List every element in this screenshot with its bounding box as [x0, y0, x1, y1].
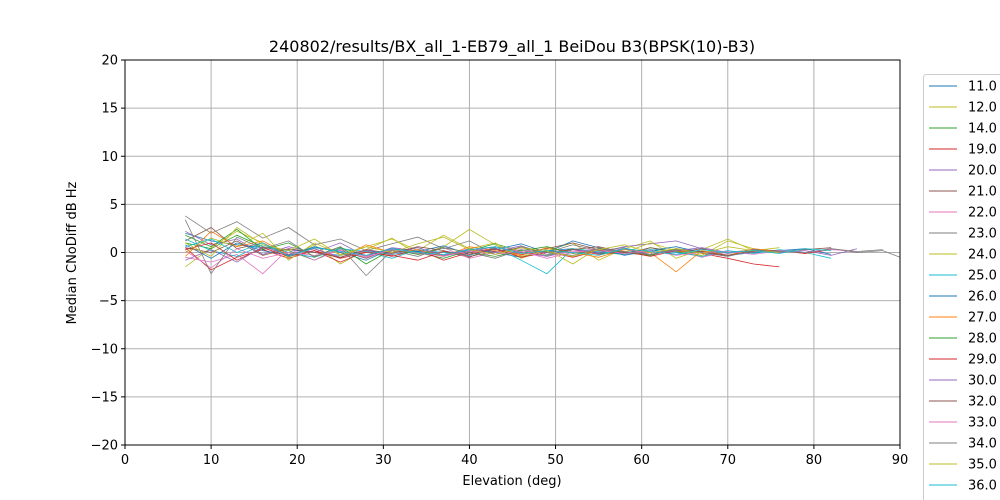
y-tick-label: 0	[110, 246, 118, 261]
legend-label: 29.0	[968, 353, 997, 368]
x-tick-label: 90	[892, 453, 909, 468]
x-tick-label: 60	[633, 453, 650, 468]
y-tick-label: −15	[91, 390, 118, 405]
y-tick-label: −20	[91, 439, 118, 454]
y-axis: −20 −15 −10 −5 0 5 10 15 20	[91, 54, 125, 454]
x-tick-label: 10	[203, 453, 220, 468]
x-tick-label: 80	[806, 453, 823, 468]
legend-label: 36.0	[968, 479, 997, 494]
legend-label: 30.0	[968, 374, 997, 389]
y-axis-label: Median CNoDiff dB Hz	[65, 181, 80, 324]
y-tick-label: −5	[99, 294, 118, 309]
x-tick-label: 30	[375, 453, 392, 468]
x-axis-label: Elevation (deg)	[462, 474, 561, 489]
legend-label: 35.0	[968, 458, 997, 473]
series-line-36.0	[185, 238, 832, 257]
x-tick-label: 20	[289, 453, 306, 468]
legend-label: 20.0	[968, 164, 997, 179]
legend-label: 24.0	[968, 248, 997, 263]
series-line-27.0	[185, 230, 780, 273]
legend-label: 19.0	[968, 143, 997, 158]
legend-label: 26.0	[968, 290, 997, 305]
x-axis: 0 10 20 30 40 50 60 70 80 90	[121, 445, 908, 468]
series-line-35.0	[185, 226, 780, 257]
y-tick-label: 5	[110, 198, 118, 213]
legend: 11.0 12.0 14.0 19.0 20.0 21.0 22.0 23.0 24.0 25.0…	[923, 74, 1000, 500]
x-tick-label: 40	[461, 453, 478, 468]
legend-label: 11.0	[968, 80, 997, 95]
legend-label: 12.0	[968, 101, 997, 116]
legend-label: 33.0	[968, 416, 997, 431]
x-tick-label: 70	[720, 453, 737, 468]
legend-label: 34.0	[968, 437, 997, 452]
legend-label: 22.0	[968, 206, 997, 221]
chart-title: 240802/results/BX_all_1-EB79_all_1 BeiDo…	[269, 37, 755, 57]
y-tick-label: 15	[101, 102, 118, 117]
legend-label: 21.0	[968, 185, 997, 200]
y-tick-label: −10	[91, 342, 118, 357]
legend-label: 32.0	[968, 395, 997, 410]
legend-box	[923, 74, 1000, 500]
legend-label: 14.0	[968, 122, 997, 137]
legend-label: 23.0	[968, 227, 997, 242]
legend-label: 27.0	[968, 311, 997, 326]
y-tick-label: 20	[101, 54, 118, 69]
plot-area	[184, 215, 901, 277]
series-line-34.0	[184, 219, 883, 277]
x-tick-label: 50	[547, 453, 564, 468]
y-tick-label: 10	[101, 150, 118, 165]
x-tick-label: 0	[121, 453, 129, 468]
legend-label: 28.0	[968, 332, 997, 347]
legend-label: 25.0	[968, 269, 997, 284]
